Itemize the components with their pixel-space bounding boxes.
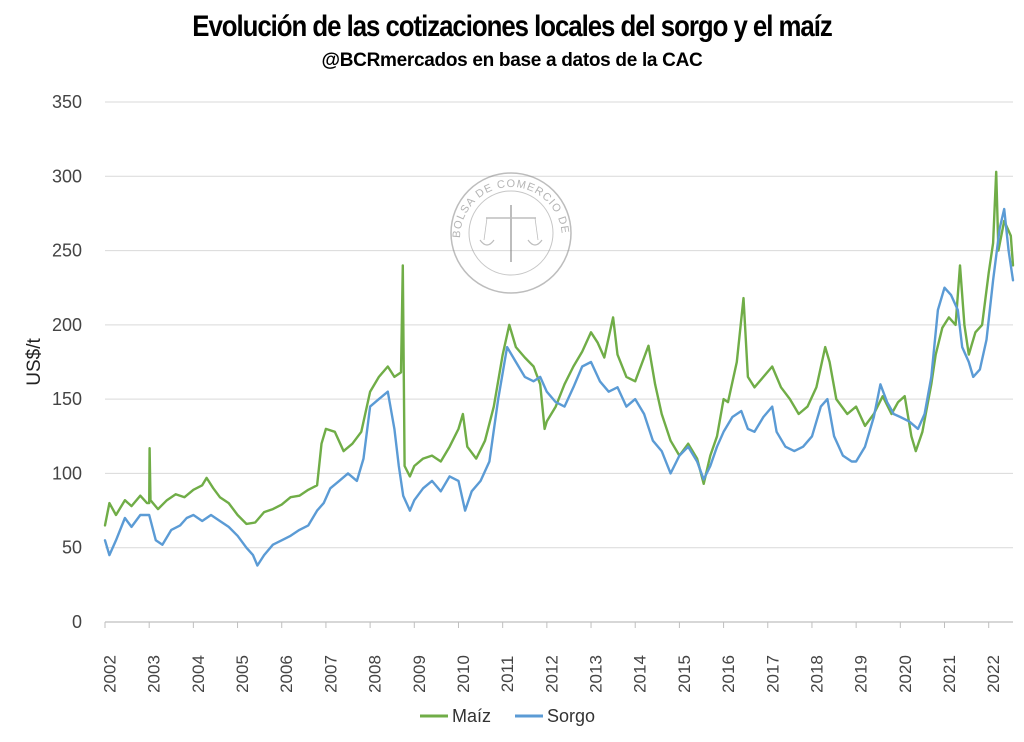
x-tick-label: 2002	[100, 655, 119, 693]
x-tick-label: 2017	[763, 655, 782, 693]
watermark-text: BOLSA DE COMERCIO DE ROSARIO	[0, 0, 570, 239]
chart-title: Evolución de las cotizaciones locales de…	[192, 10, 832, 43]
x-tick-label: 2010	[454, 655, 473, 693]
x-tick-label: 2013	[587, 655, 606, 693]
x-tick-label: 2004	[189, 655, 208, 693]
x-tick-label: 2018	[807, 655, 826, 693]
y-tick-label: 200	[52, 315, 82, 335]
y-tick-label: 250	[52, 241, 82, 261]
x-tick-label: 2014	[631, 655, 650, 693]
watermark-seal: BOLSA DE COMERCIO DE ROSARIO	[0, 0, 572, 294]
x-tick-label: 2019	[852, 655, 871, 693]
y-tick-label: 100	[52, 463, 82, 483]
legend-label: Maíz	[452, 706, 491, 726]
x-tick-labels: 2002 2003 2004 2005 2006 2007 2008 2009 2010 2011…	[100, 655, 1003, 693]
legend: Maíz Sorgo	[420, 706, 595, 726]
x-tick-label: 2016	[719, 655, 738, 693]
series-lines	[103, 170, 1015, 567]
x-tick-label: 2005	[233, 655, 252, 693]
svg-text:BOLSA DE COMERCIO DE ROSARIO: BOLSA DE COMERCIO DE ROSARIO	[0, 0, 571, 239]
series-line-maiz	[103, 170, 1015, 527]
y-tick-label: 50	[62, 538, 82, 558]
x-tick-label: 2020	[896, 655, 915, 693]
y-axis-label: US$/t	[24, 338, 45, 386]
chart-subtitle: @BCRmercados en base a datos de la CAC	[321, 50, 703, 71]
x-tick-label: 2008	[366, 655, 385, 693]
series-line-sorgo	[103, 207, 1015, 567]
x-tick-label: 2015	[675, 655, 694, 693]
x-tick-label: 2003	[145, 655, 164, 693]
legend-label: Sorgo	[547, 706, 595, 726]
x-tick-label: 2012	[542, 655, 561, 693]
gridlines	[104, 101, 1013, 628]
x-tick-label: 2009	[410, 655, 429, 693]
y-tick-label: 350	[52, 92, 82, 112]
y-tick-label: 150	[52, 389, 82, 409]
x-tick-label: 2021	[940, 655, 959, 693]
x-tick-label: 2007	[321, 655, 340, 693]
y-tick-label: 300	[52, 166, 82, 186]
x-tick-label: 2006	[277, 655, 296, 693]
x-tick-label: 2022	[984, 655, 1003, 693]
y-tick-labels: 0 50 100 150 200 250 300 350	[52, 92, 82, 632]
x-tick-label: 2011	[498, 656, 517, 693]
y-tick-label: 0	[72, 612, 82, 632]
